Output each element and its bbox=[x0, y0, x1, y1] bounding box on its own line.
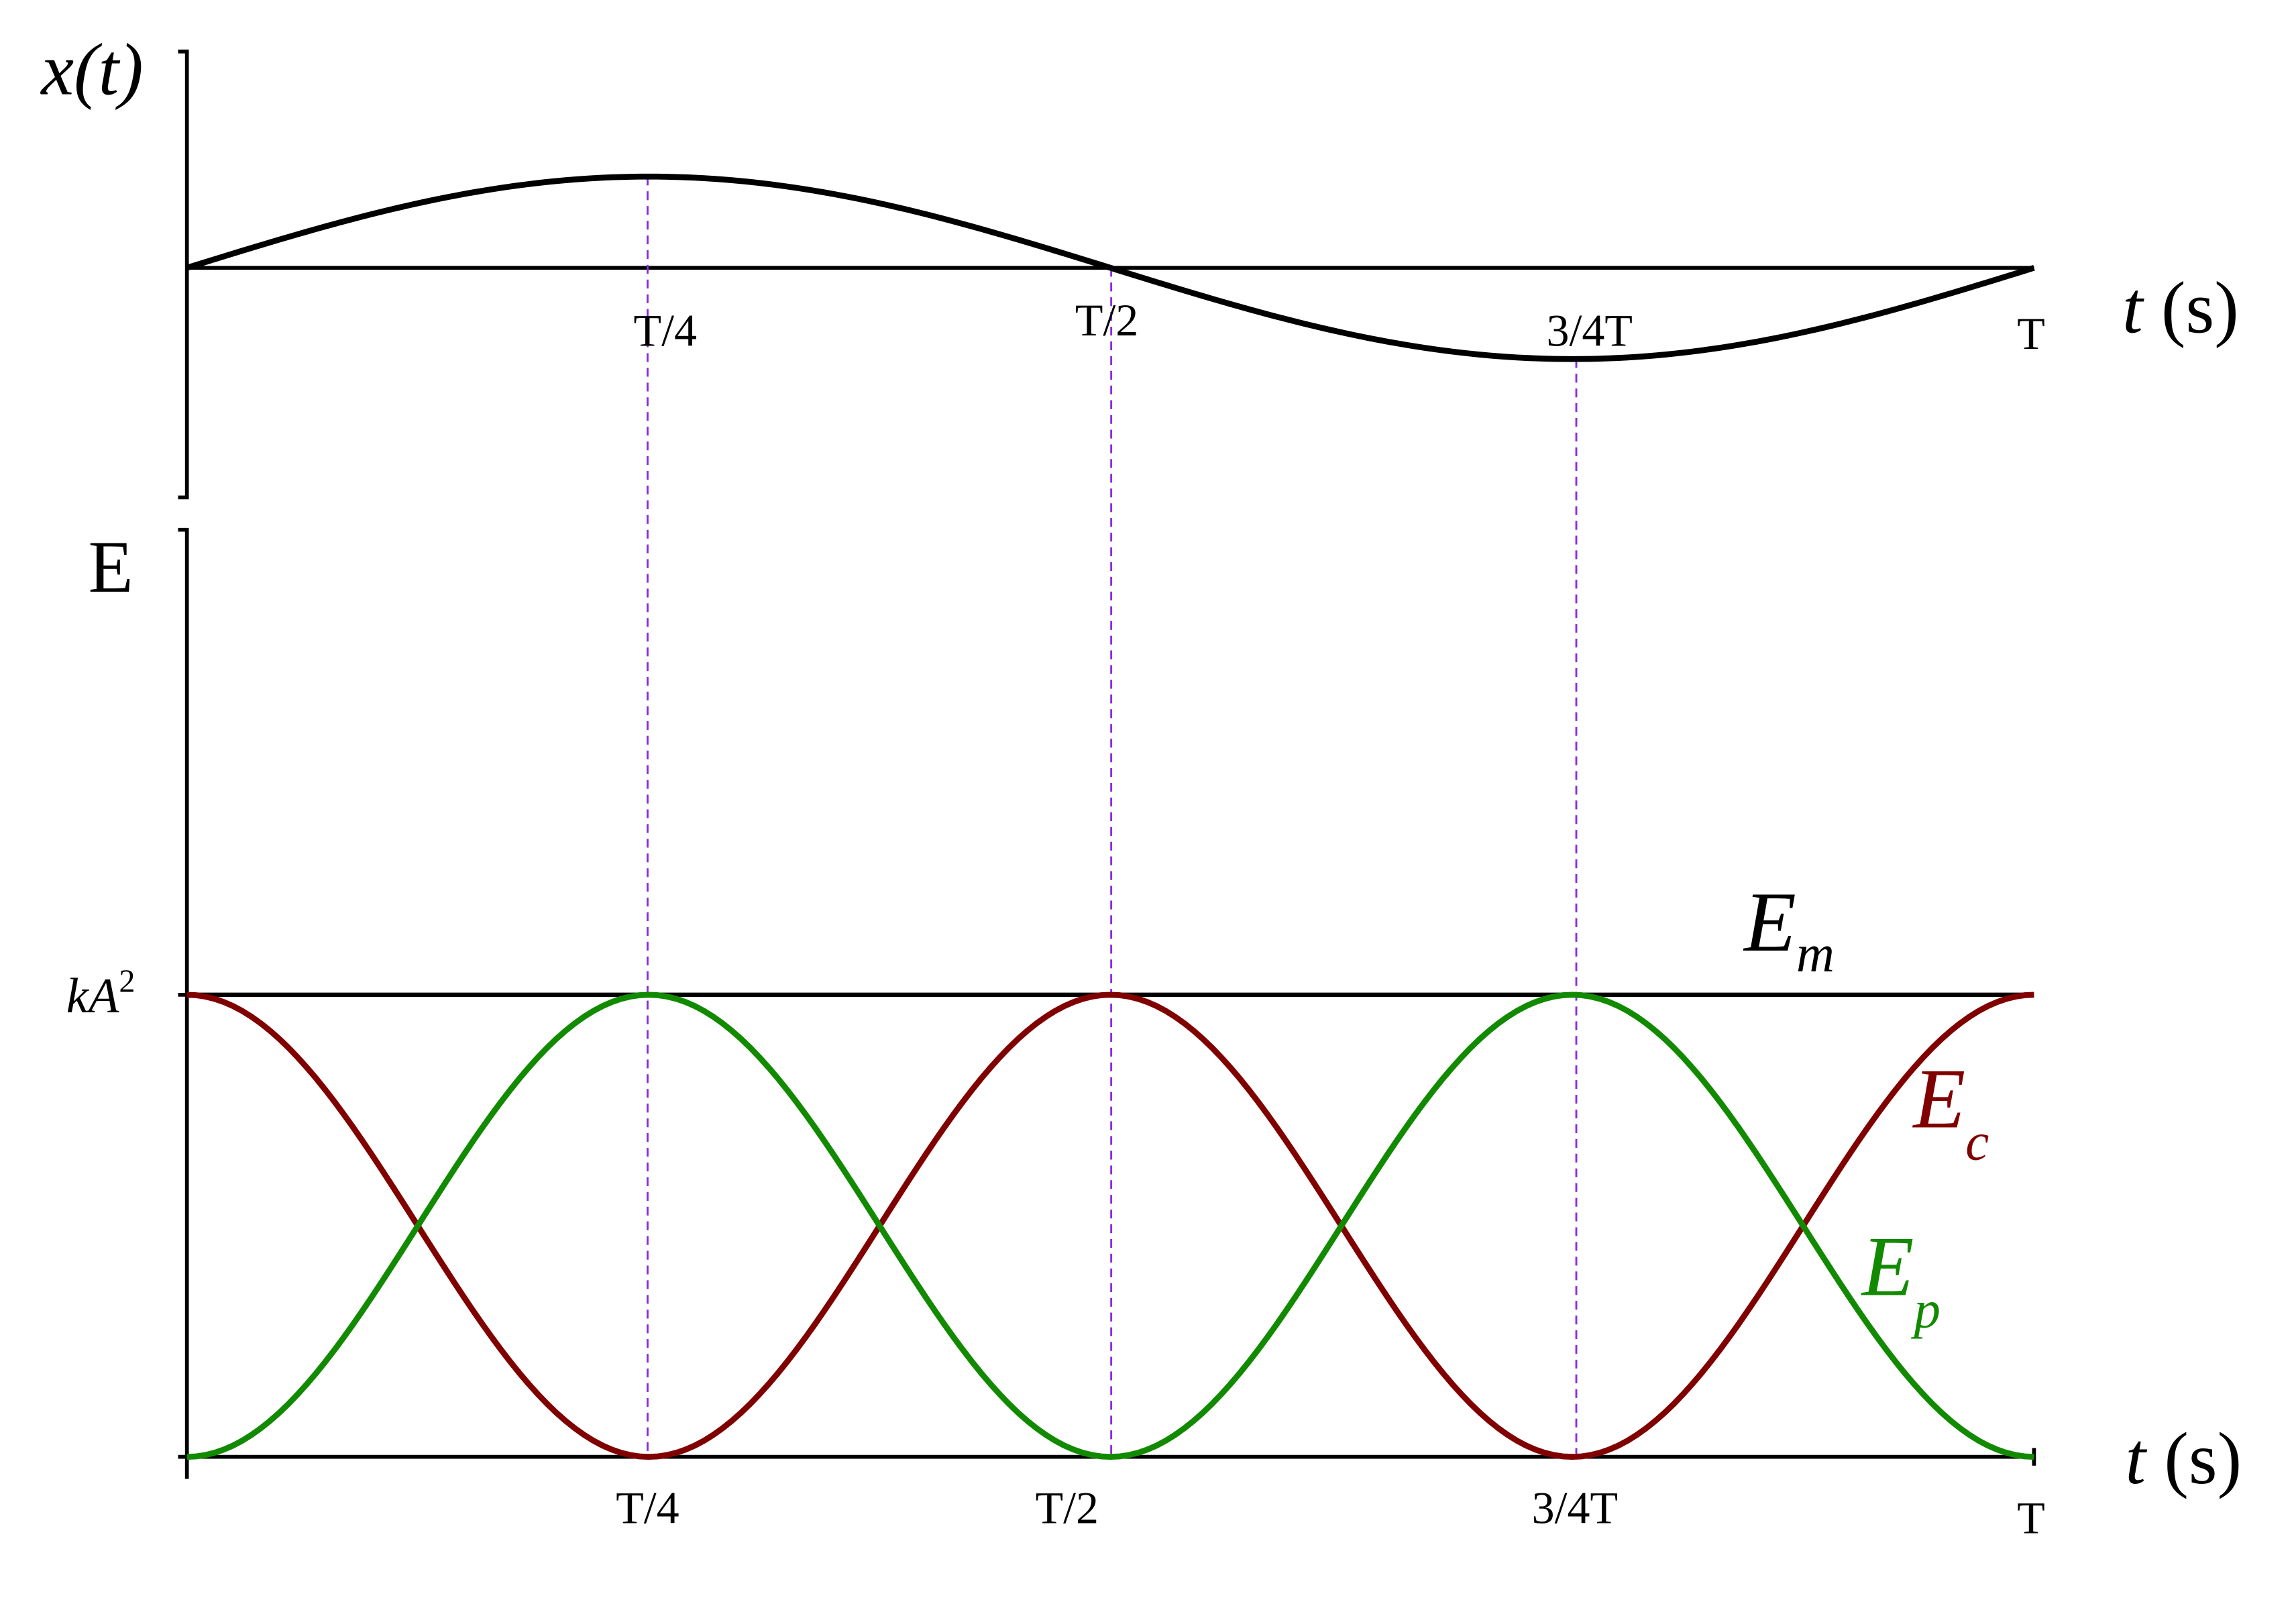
x-var: t bbox=[2122, 267, 2144, 349]
tick-label: T/2 bbox=[1036, 1482, 1099, 1533]
displacement-curve bbox=[186, 173, 2035, 362]
x-axis-y bbox=[178, 49, 189, 500]
em-sub: m bbox=[1796, 925, 1835, 983]
potential-curve bbox=[186, 992, 2034, 1460]
y-tick-label: kA2 bbox=[66, 963, 135, 1024]
em-label: Em bbox=[1743, 875, 1835, 983]
y-label: x(t) bbox=[40, 28, 143, 110]
tick-label: T/4 bbox=[616, 1482, 679, 1533]
x-label: t (s) bbox=[2122, 267, 2239, 349]
em-base: E bbox=[1743, 875, 1796, 969]
ep-label: Ep bbox=[1861, 1219, 1940, 1339]
ec-sub: c bbox=[1965, 1114, 1989, 1172]
x-unit: (s) bbox=[2164, 1418, 2242, 1499]
tick-label: T/2 bbox=[1075, 295, 1138, 345]
x-label: t (s) bbox=[2125, 1418, 2242, 1499]
ep-base: E bbox=[1861, 1219, 1914, 1314]
y-tick-sup: 2 bbox=[119, 963, 135, 999]
tick-label: 3/4T bbox=[1547, 305, 1633, 356]
y-tick-base: kA bbox=[66, 969, 119, 1024]
y-label: E bbox=[89, 526, 133, 608]
tick-label: 3/4T bbox=[1532, 1482, 1618, 1533]
kinetic-curve bbox=[186, 992, 2034, 1460]
x-var: t bbox=[2125, 1418, 2147, 1499]
ec-base: E bbox=[1912, 1051, 1965, 1146]
tick-label: T bbox=[2017, 1493, 2045, 1544]
tick-label: T bbox=[2017, 308, 2045, 359]
ec-label: Ec bbox=[1912, 1051, 1989, 1171]
ep-sub: p bbox=[1910, 1281, 1940, 1340]
energy-axis bbox=[178, 527, 189, 1479]
x-unit: (s) bbox=[2161, 267, 2239, 349]
tick-label: T/4 bbox=[634, 305, 697, 356]
